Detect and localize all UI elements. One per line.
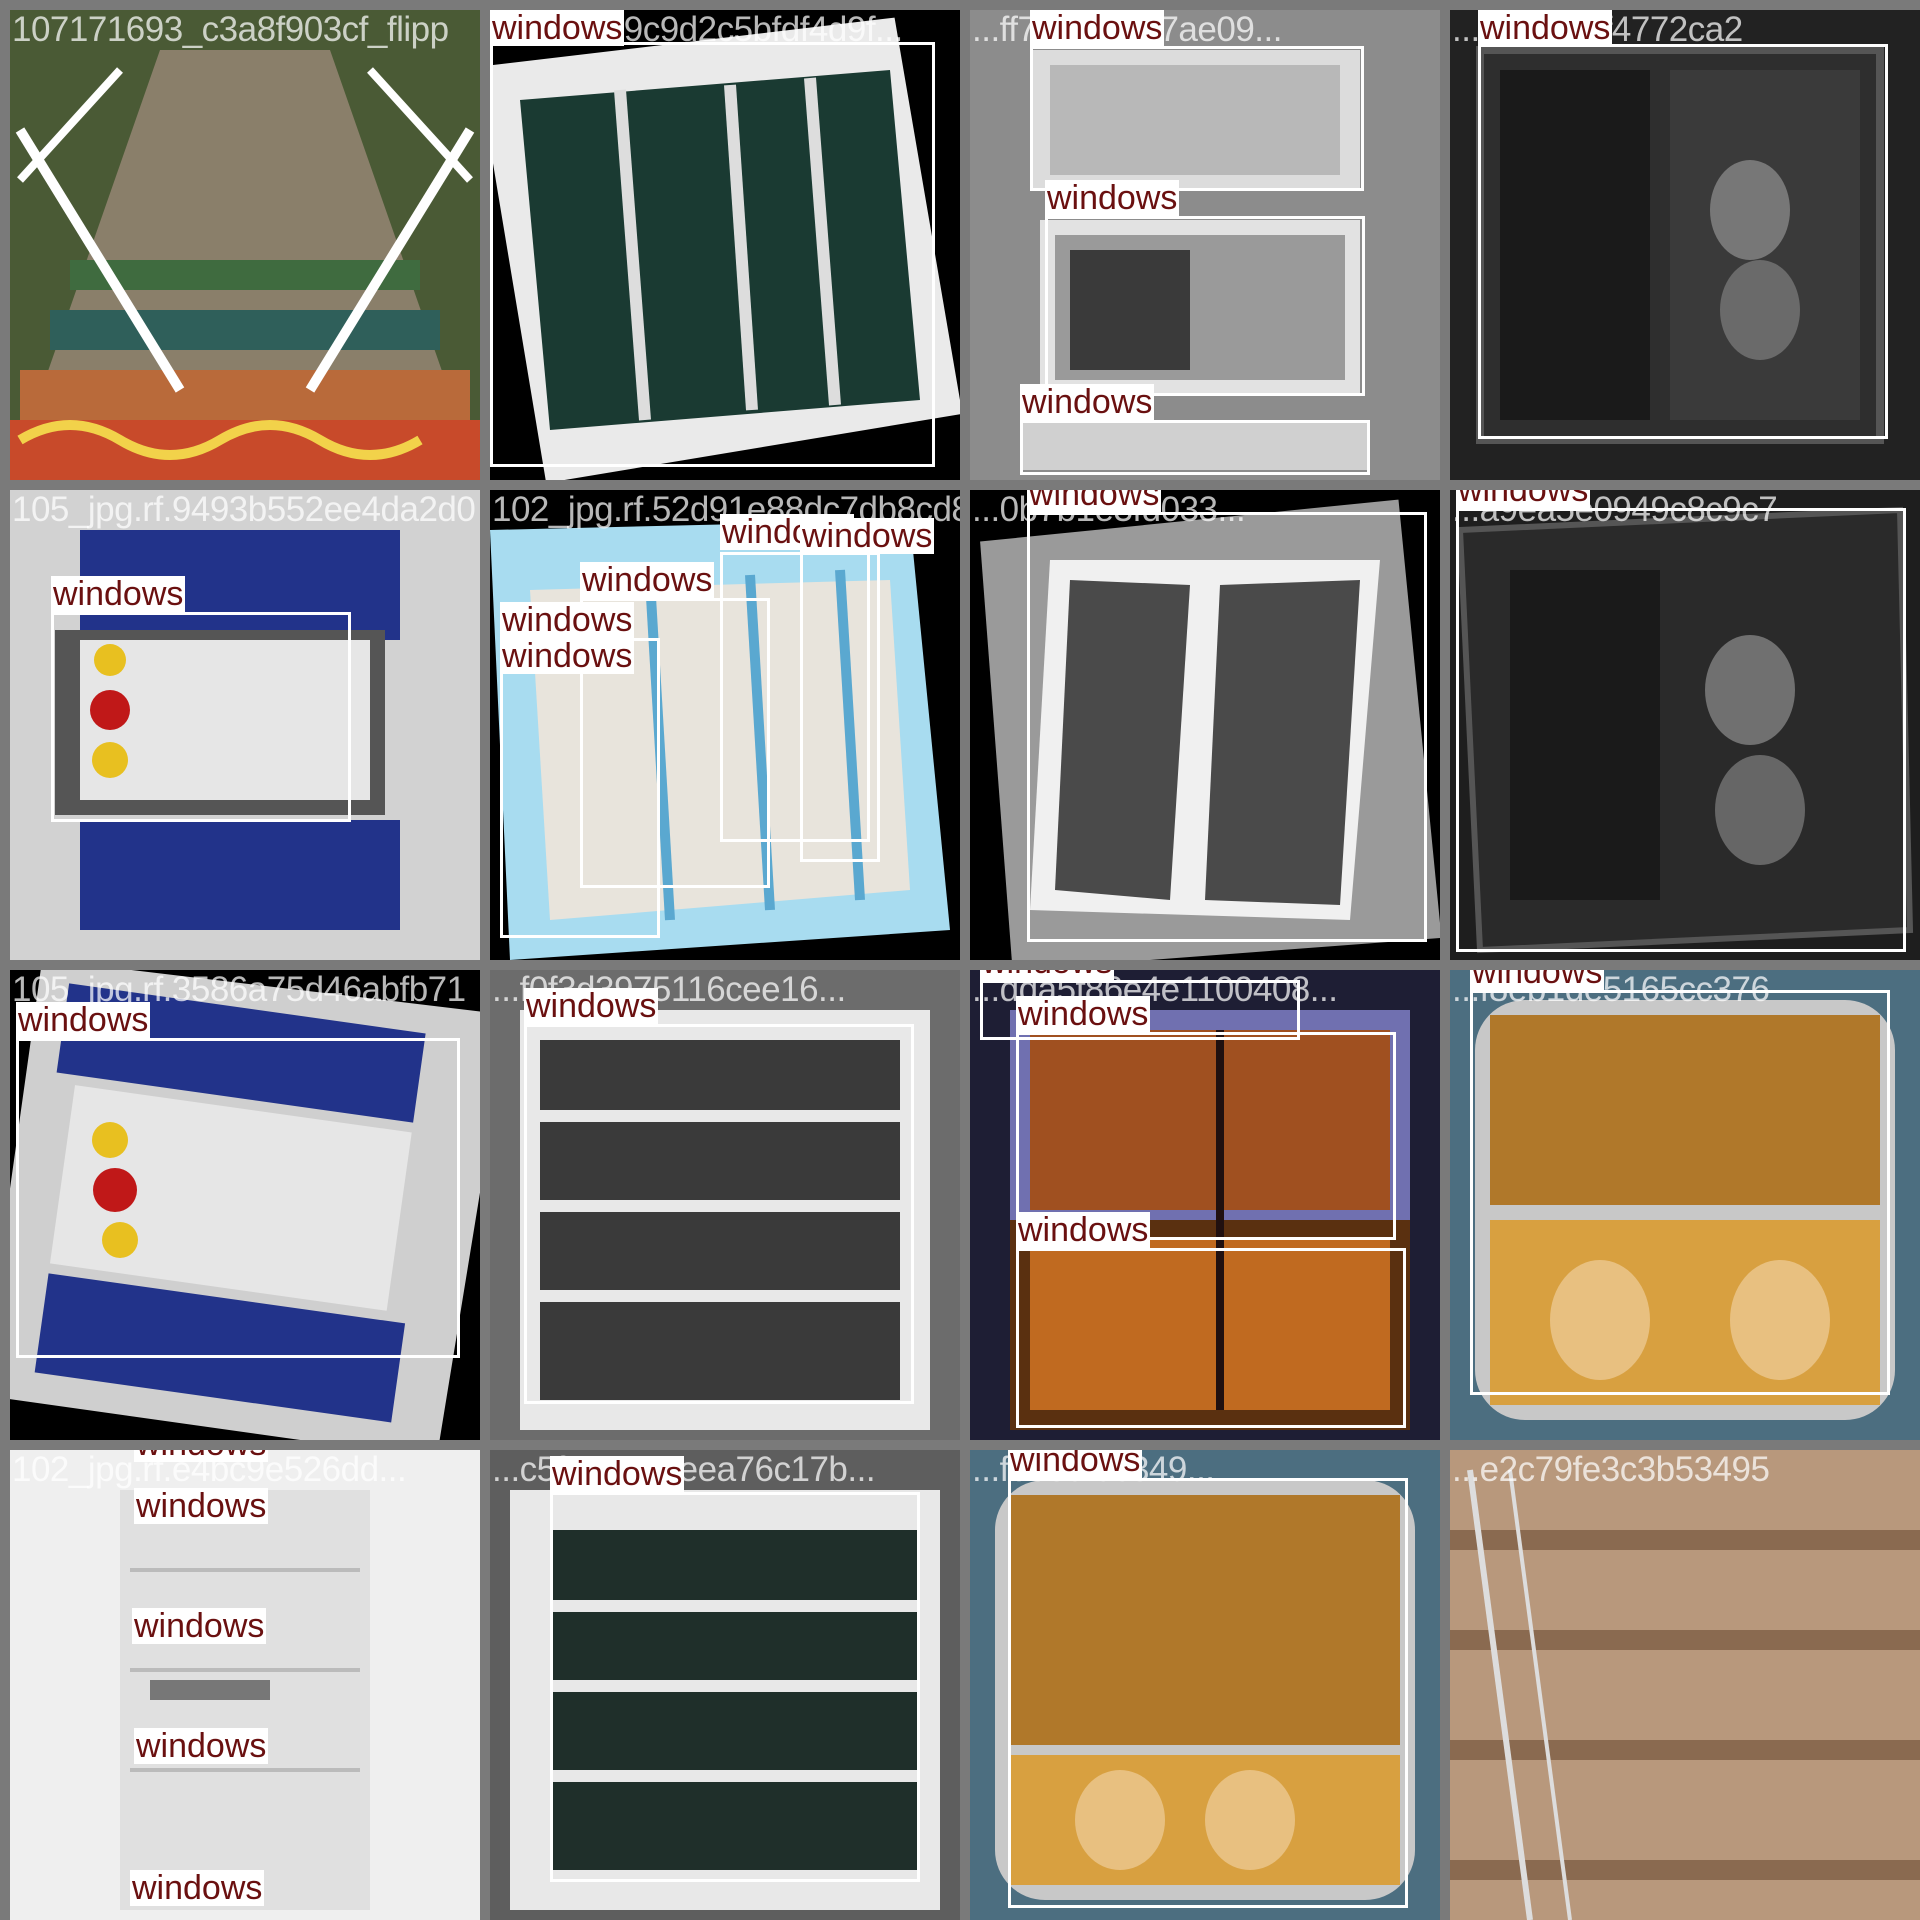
detection-box	[51, 612, 351, 822]
detection-box	[1027, 512, 1427, 942]
detection-box	[580, 598, 770, 888]
tile-12-image	[10, 1450, 480, 1920]
detection-label: windows	[524, 987, 659, 1025]
detection-label: windows	[490, 10, 625, 47]
detection-label: windows	[1030, 10, 1165, 47]
detection-box	[1045, 216, 1365, 396]
tile-12: 102_jpg.rf.e4bc9e526dd... windows window…	[10, 1450, 480, 1920]
tile-4-image	[10, 490, 480, 960]
detection-box	[490, 42, 935, 467]
detection-box	[500, 638, 660, 938]
tile-0-image	[10, 10, 480, 480]
detection-box	[1478, 44, 1888, 439]
tile-8-image	[10, 970, 480, 1440]
detection-box	[800, 552, 880, 862]
tile-0: 107171693_c3a8f903cf_flipp	[10, 10, 480, 480]
detection-box	[16, 1038, 460, 1358]
tile-7-image	[1450, 490, 1920, 960]
detection-box	[1456, 508, 1906, 952]
tile-4: 105_jpg.rf.9493b552ee4da2d0 windows	[10, 490, 480, 960]
detection-label: windows	[500, 637, 635, 675]
detection-label: windows	[500, 601, 635, 639]
detection-box	[1016, 1248, 1406, 1428]
detection-label: windows	[16, 1001, 151, 1039]
detection-label: windows	[1045, 179, 1180, 217]
tile-1-image	[490, 10, 960, 480]
detection-label: windows	[132, 1607, 267, 1645]
tile-3: ...e4e6fddf4772ca2 windows	[1450, 10, 1920, 480]
detection-label: windows	[550, 1455, 685, 1493]
tile-10: ...dda5f86e4e1100408... windows windows …	[970, 970, 1440, 1440]
detection-label: windows	[980, 970, 1115, 980]
tile-11-image	[1450, 970, 1920, 1440]
detection-box	[1030, 46, 1364, 191]
tile-6: ...0b7b1e3fd033... windows	[970, 490, 1440, 960]
detection-box	[524, 1024, 914, 1404]
detection-box	[1016, 1032, 1396, 1240]
tile-14: ...f6635f5c349... windows	[970, 1450, 1440, 1920]
detection-label: windows	[1016, 995, 1151, 1033]
detection-box	[1008, 1478, 1408, 1908]
detection-label: windows	[1008, 1450, 1143, 1478]
tile-15: ...e2c79fe3c3b53495	[1450, 1450, 1920, 1920]
tile-15-image	[1450, 1450, 1920, 1920]
detection-label: windows	[51, 575, 186, 613]
tile-5: 102_jpg.rf.52d91e88dc7db8cd8f... windows…	[490, 490, 960, 960]
tile-3-image	[1450, 10, 1920, 480]
tile-7: ...a9ea5e0949c8c9c7 windows	[1450, 490, 1920, 960]
detection-label: windows	[1020, 383, 1155, 421]
detection-label: windows	[800, 517, 935, 555]
tile-2-image	[970, 10, 1440, 480]
tile-6-image	[970, 490, 1440, 960]
tile-10-image	[970, 970, 1440, 1440]
detection-label: windows	[134, 1450, 269, 1462]
tile-8: 105_jpg.rf.3586a75d46abfb71 windows	[10, 970, 480, 1440]
tile-9-image	[490, 970, 960, 1440]
detection-label: windows	[130, 1869, 265, 1907]
detection-label: windows	[580, 561, 715, 599]
tile-13: ...c5f597060eea76c17b... windows	[490, 1450, 960, 1920]
detection-label: windows	[1016, 1211, 1151, 1249]
detection-label: windows	[1456, 490, 1591, 508]
detection-label: windows	[1470, 970, 1605, 990]
detection-label: windows	[134, 1487, 269, 1525]
detection-box	[980, 980, 1300, 1040]
detection-label: windows	[134, 1727, 269, 1765]
detection-label: windows	[1478, 10, 1613, 47]
tile-9: ...f0f3d3975116cee16... windows	[490, 970, 960, 1440]
detection-box	[550, 1492, 920, 1882]
detection-box	[1470, 990, 1890, 1395]
tile-11: ...f8eb1de5165cc376 windows	[1450, 970, 1920, 1440]
detection-box	[720, 552, 870, 842]
tile-13-image	[490, 1450, 960, 1920]
tile-2: ...ff7a089fde7ae09... windows windows wi…	[970, 10, 1440, 480]
tile-1: ...f4223b9c9d2c5bfdf4d9f... windows	[490, 10, 960, 480]
tile-14-image	[970, 1450, 1440, 1920]
detection-box	[1020, 420, 1370, 475]
detection-label: windows	[1027, 490, 1162, 512]
